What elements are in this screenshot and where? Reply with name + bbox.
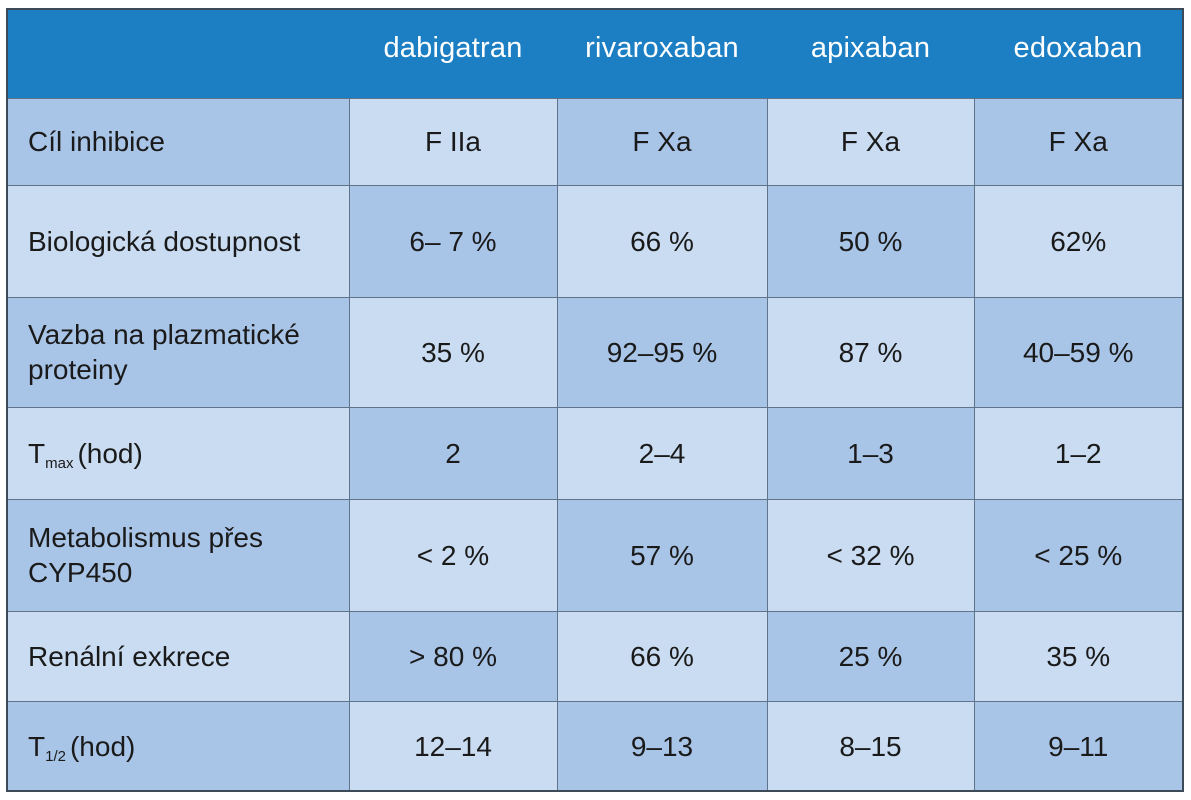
cell-value: > 80 % bbox=[348, 610, 558, 702]
cell-value: F Xa bbox=[766, 97, 975, 186]
cell-value: < 25 % bbox=[973, 498, 1182, 612]
row-label-inhibition-target: Cíl inhibice bbox=[8, 97, 350, 186]
cell-value: 1–3 bbox=[766, 406, 975, 500]
table-row: Metabolismus přes CYP450 < 2 % 57 % < 32… bbox=[8, 498, 1182, 612]
label-unit: (hod) bbox=[69, 730, 136, 762]
header-cell-rivaroxaban: rivaroxaban bbox=[585, 32, 739, 65]
label-main: T bbox=[28, 437, 46, 469]
label-subscript: max bbox=[45, 454, 74, 472]
row-label-bioavailability: Biologická dostupnost bbox=[8, 184, 350, 298]
header-cell-apixaban: apixaban bbox=[810, 32, 931, 65]
table-row: Tmax (hod) 2 2–4 1–3 1–2 bbox=[8, 406, 1182, 500]
cell-value: 57 % bbox=[556, 498, 768, 612]
cell-value: F Xa bbox=[973, 97, 1182, 186]
cell-value: 1–2 bbox=[973, 406, 1182, 500]
label-subscript: 1/2 bbox=[45, 747, 66, 765]
header-row: dabigatran rivaroxaban apixaban edoxaban bbox=[8, 10, 1182, 98]
cell-value: < 2 % bbox=[348, 498, 558, 612]
cell-value: 66 % bbox=[556, 610, 768, 702]
cell-value: 8–15 bbox=[766, 700, 975, 790]
row-label-renal-excretion: Renální exkrece bbox=[8, 610, 350, 702]
table-row: Renální exkrece > 80 % 66 % 25 % 35 % bbox=[8, 610, 1182, 702]
cell-value: 87 % bbox=[766, 296, 975, 408]
cell-value: 9–11 bbox=[973, 700, 1182, 790]
cell-value: 92–95 % bbox=[556, 296, 768, 408]
cell-value: 40–59 % bbox=[973, 296, 1182, 408]
cell-value: F IIa bbox=[348, 97, 558, 186]
header-cell-empty bbox=[8, 10, 349, 98]
cell-value: 62% bbox=[973, 184, 1182, 298]
row-label-half-life: T1/2 (hod) bbox=[8, 700, 350, 790]
label-unit: (hod) bbox=[77, 437, 143, 469]
cell-value: 25 % bbox=[766, 610, 975, 702]
anticoagulant-comparison-table: dabigatran rivaroxaban apixaban edoxaban… bbox=[6, 8, 1184, 792]
row-label-metabolism: Metabolismus přes CYP450 bbox=[8, 498, 350, 612]
cell-value: 50 % bbox=[766, 184, 975, 298]
cell-value: 2–4 bbox=[556, 406, 768, 500]
row-label-tmax: Tmax (hod) bbox=[8, 406, 350, 500]
table-row: Cíl inhibice F IIa F Xa F Xa F Xa bbox=[8, 97, 1182, 186]
row-label-protein-binding: Vazba na plazmatické proteiny bbox=[8, 296, 350, 408]
cell-value: 35 % bbox=[348, 296, 558, 408]
cell-value: 12–14 bbox=[348, 700, 558, 790]
comparison-table: dabigatran rivaroxaban apixaban edoxaban… bbox=[8, 10, 1182, 790]
cell-value: < 32 % bbox=[766, 498, 975, 612]
cell-value: 35 % bbox=[973, 610, 1182, 702]
label-main: T bbox=[28, 730, 46, 762]
cell-value: 66 % bbox=[556, 184, 768, 298]
table-row: Vazba na plazmatické proteiny 35 % 92–95… bbox=[8, 296, 1182, 408]
header-cell-edoxaban: edoxaban bbox=[1013, 32, 1143, 65]
cell-value: 6– 7 % bbox=[348, 184, 558, 298]
header-cell-dabigatran: dabigatran bbox=[383, 32, 523, 65]
table-row: T1/2 (hod) 12–14 9–13 8–15 9–11 bbox=[8, 700, 1182, 790]
cell-value: 2 bbox=[348, 406, 558, 500]
cell-value: 9–13 bbox=[556, 700, 768, 790]
table-row: Biologická dostupnost 6– 7 % 66 % 50 % 6… bbox=[8, 184, 1182, 298]
cell-value: F Xa bbox=[556, 97, 768, 186]
